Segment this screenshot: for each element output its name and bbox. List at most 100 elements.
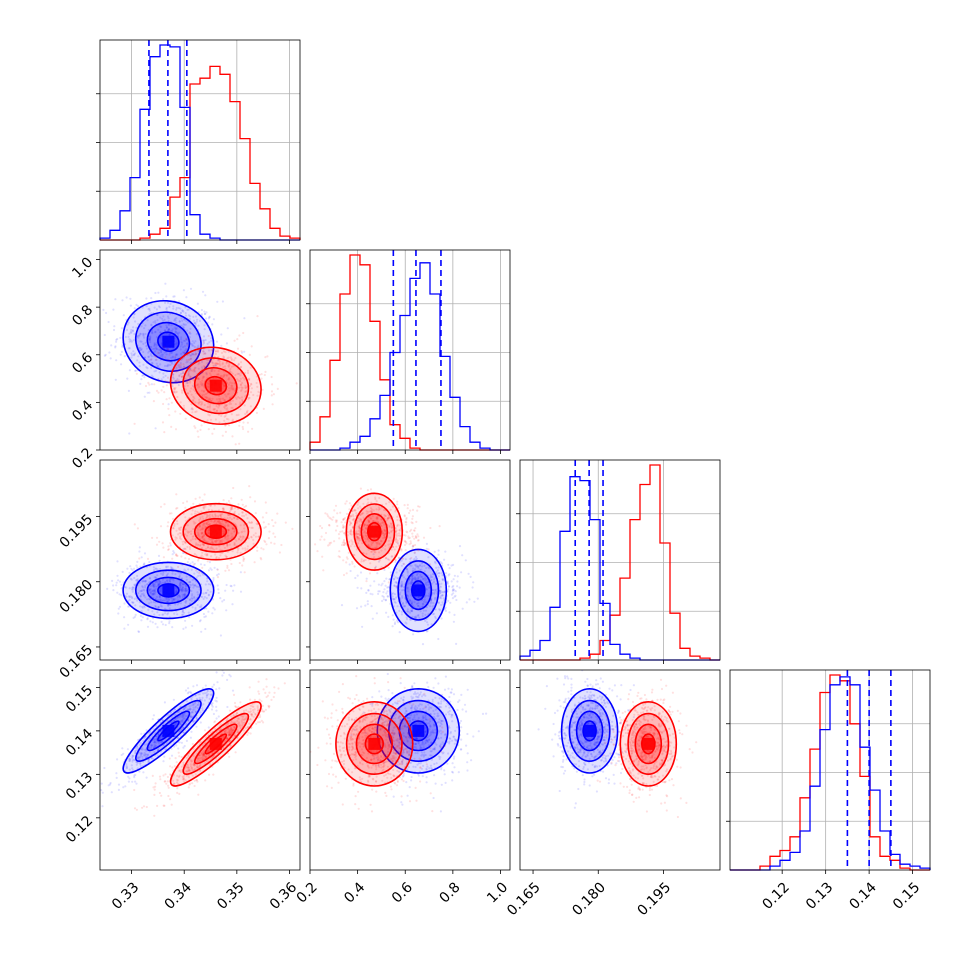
- scatter-point: [183, 339, 187, 342]
- scatter-point: [255, 722, 258, 725]
- scatter-point: [217, 373, 220, 376]
- scatter-point: [191, 407, 194, 410]
- scatter-point: [203, 366, 206, 369]
- scatter-point: [182, 289, 185, 292]
- scatter-point: [239, 389, 243, 392]
- scatter-point: [103, 766, 106, 770]
- scatter-point: [339, 511, 342, 514]
- scatter-point: [142, 580, 146, 583]
- scatter-point: [210, 568, 213, 571]
- scatter-point: [174, 391, 177, 394]
- scatter-point: [101, 791, 104, 794]
- scatter-point: [122, 314, 125, 317]
- scatter-point: [248, 686, 251, 689]
- scatter-point: [443, 558, 446, 561]
- scatter-point: [160, 620, 163, 623]
- scatter-point: [187, 786, 190, 789]
- scatter-point: [181, 351, 184, 354]
- scatter-point: [170, 754, 174, 757]
- scatter-point: [193, 321, 196, 324]
- scatter-point: [406, 503, 409, 506]
- scatter-point: [334, 504, 338, 507]
- scatter-point: [187, 372, 190, 375]
- scatter-point: [202, 375, 205, 378]
- scatter-point: [350, 504, 353, 507]
- scatter-point: [155, 355, 158, 358]
- scatter-point: [149, 577, 152, 580]
- scatter-point: [339, 530, 342, 533]
- scatter-point: [200, 401, 203, 404]
- scatter-point: [369, 488, 373, 491]
- scatter-point: [215, 709, 218, 712]
- scatter-point: [360, 587, 363, 590]
- scatter-point: [416, 548, 419, 551]
- scatter-point: [433, 550, 436, 553]
- scatter-point: [166, 525, 169, 528]
- scatter-point: [409, 540, 412, 543]
- scatter-point: [110, 344, 113, 347]
- scatter-point: [202, 335, 206, 338]
- scatter-point: [151, 362, 154, 365]
- scatter-point: [244, 395, 247, 398]
- density-peak: [412, 584, 425, 597]
- scatter-point: [184, 587, 187, 590]
- scatter-point: [183, 345, 186, 348]
- scatter-point: [174, 386, 177, 389]
- scatter-point: [127, 347, 130, 350]
- scatter-point: [218, 421, 221, 424]
- scatter-point: [224, 569, 227, 572]
- scatter-point: [212, 712, 215, 716]
- scatter-point: [257, 680, 260, 683]
- scatter-point: [201, 499, 204, 502]
- scatter-point: [208, 341, 211, 344]
- scatter-point: [149, 335, 152, 338]
- scatter-point: [230, 402, 233, 405]
- scatter-point: [162, 385, 165, 388]
- scatter-point: [163, 701, 166, 704]
- scatter-point: [205, 373, 208, 376]
- scatter-point: [163, 351, 166, 354]
- scatter-point: [183, 568, 186, 571]
- scatter-point: [185, 500, 189, 503]
- scatter-point: [112, 589, 115, 592]
- scatter-point: [143, 336, 146, 339]
- scatter-point: [231, 603, 234, 606]
- scatter-point: [407, 537, 410, 540]
- scatter-point: [386, 586, 389, 589]
- scatter-point: [180, 389, 183, 392]
- scatter-point: [207, 317, 210, 320]
- scatter-point: [230, 384, 233, 387]
- scatter-point: [140, 348, 143, 351]
- scatter-point: [262, 688, 265, 691]
- scatter-point: [177, 363, 180, 366]
- scatter-point: [65, 321, 67, 323]
- scatter-point: [165, 348, 168, 351]
- scatter-point: [169, 566, 172, 569]
- scatter-point: [177, 306, 180, 310]
- scatter-point: [90, 792, 92, 794]
- scatter-point: [241, 564, 244, 567]
- scatter-point: [193, 366, 196, 369]
- scatter-point: [240, 350, 243, 353]
- scatter-point: [92, 593, 94, 595]
- scatter-point: [180, 588, 183, 591]
- scatter-point: [208, 315, 211, 318]
- scatter-point: [162, 760, 165, 763]
- scatter-point: [230, 371, 233, 374]
- scatter-point: [422, 536, 426, 539]
- scatter-point: [162, 804, 165, 807]
- scatter-point: [405, 552, 408, 555]
- scatter-point: [158, 595, 161, 598]
- scatter-point: [196, 302, 199, 305]
- scatter-point: [187, 308, 190, 311]
- scatter-point: [154, 567, 157, 570]
- scatter-point: [152, 592, 155, 595]
- scatter-point: [175, 306, 178, 310]
- scatter-point: [125, 296, 128, 299]
- scatter-point: [157, 291, 160, 294]
- scatter-point: [148, 588, 151, 591]
- scatter-point: [465, 601, 468, 604]
- scatter-point: [385, 592, 388, 595]
- scatter-point: [193, 368, 196, 372]
- scatter-point: [133, 422, 136, 425]
